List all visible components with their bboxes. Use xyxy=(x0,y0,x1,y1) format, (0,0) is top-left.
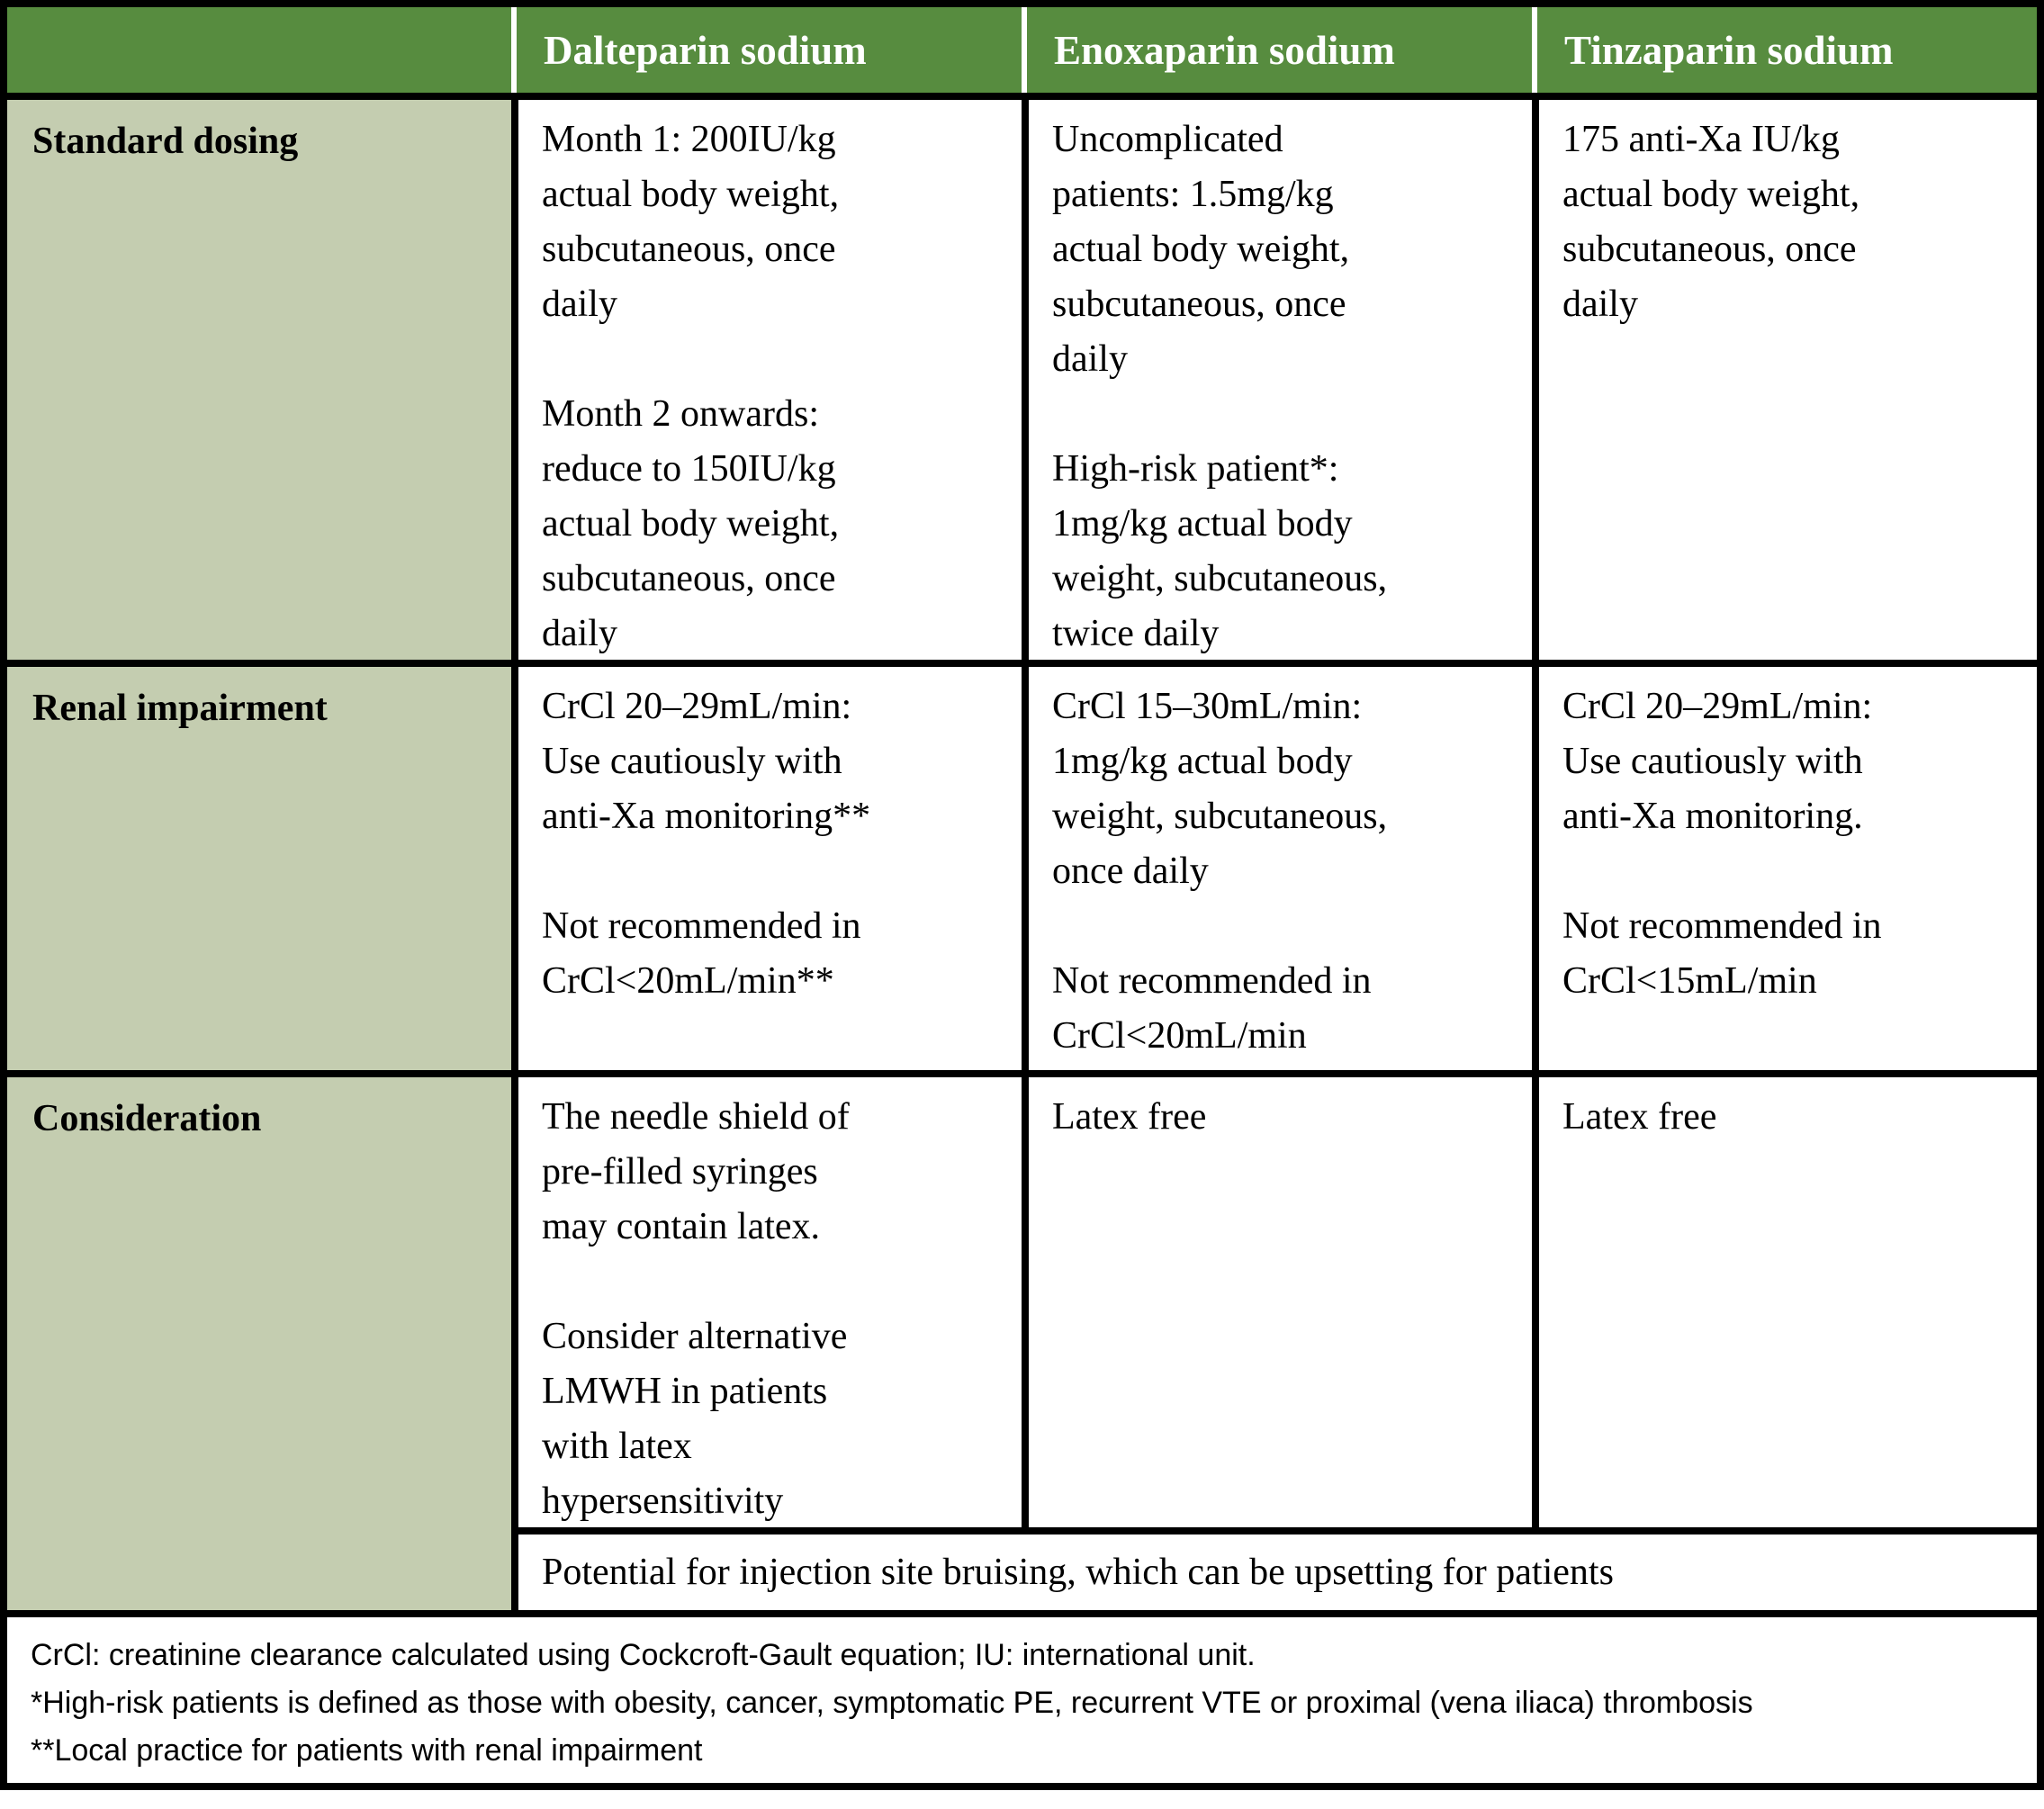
cell-renal-dalteparin: CrCl 20–29mL/min: Use cautiously with an… xyxy=(511,660,1022,1070)
footnote-high-risk-definition: *High-risk patients is defined as those … xyxy=(31,1686,1753,1720)
injection-site-note-cell: Potential for injection site bruising, w… xyxy=(511,1527,2037,1610)
row-label-standard-dosing: Standard dosing xyxy=(7,93,511,660)
row-label-consideration: Consideration xyxy=(7,1070,511,1610)
column-header-tinzaparin: Tinzaparin sodium xyxy=(1532,7,2037,93)
header-corner-cell xyxy=(7,7,511,93)
cell-standard-dosing-dalteparin: Month 1: 200IU/kg actual body weight, su… xyxy=(511,93,1022,660)
column-header-enoxaparin: Enoxaparin sodium xyxy=(1022,7,1532,93)
cell-renal-enoxaparin: CrCl 15–30mL/min: 1mg/kg actual body wei… xyxy=(1022,660,1532,1070)
cell-consideration-tinzaparin: Latex free xyxy=(1532,1070,2037,1527)
cell-standard-dosing-tinzaparin: 175 anti-Xa IU/kg actual body weight, su… xyxy=(1532,93,2037,660)
column-header-dalteparin: Dalteparin sodium xyxy=(511,7,1022,93)
cell-renal-tinzaparin: CrCl 20–29mL/min: Use cautiously with an… xyxy=(1532,660,2037,1070)
footnote-local-practice: **Local practice for patients with renal… xyxy=(31,1733,703,1768)
cell-consideration-dalteparin: The needle shield of pre-filled syringes… xyxy=(511,1070,1022,1527)
cell-standard-dosing-enoxaparin: Uncomplicated patients: 1.5mg/kg actual … xyxy=(1022,93,1532,660)
cell-consideration-enoxaparin: Latex free xyxy=(1022,1070,1532,1527)
footnote-abbreviations: CrCl: creatinine clearance calculated us… xyxy=(31,1638,1256,1672)
footnotes-block: CrCl: creatinine clearance calculated us… xyxy=(7,1610,2037,1783)
row-label-renal-impairment: Renal impairment xyxy=(7,660,511,1070)
